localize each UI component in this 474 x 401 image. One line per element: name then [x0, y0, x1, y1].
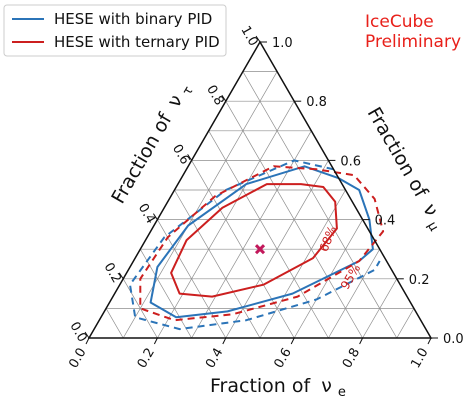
tick-label-bottom: 0.2	[135, 346, 158, 371]
legend-label-ternary: HESE with ternary PID	[54, 33, 220, 51]
axis-label-right-symbol: ν	[418, 200, 442, 220]
best-fit-x	[254, 244, 266, 255]
tick-bottom	[359, 337, 364, 345]
tick-marks	[84, 35, 438, 345]
contour-ternary-95	[139, 165, 385, 322]
grid-line-nue	[396, 308, 415, 339]
contour-binary-95	[129, 159, 381, 331]
contours	[129, 159, 385, 331]
tick-label-right: 0.0	[443, 332, 464, 347]
tick-label-right: 1.0	[272, 36, 293, 51]
tick-label-bottom: 0.0	[66, 346, 89, 371]
tick-bottom	[222, 337, 227, 345]
axis-label-right: Fraction of ν μ	[360, 104, 450, 234]
triangle-outline	[87, 40, 433, 339]
axis-label-right-sub: μ	[424, 219, 441, 234]
tick-label-left: 0.4	[135, 201, 158, 226]
tick-bottom	[153, 337, 158, 345]
tick-label-left: 0.6	[169, 142, 192, 167]
tick-label-bottom: 0.8	[340, 346, 363, 371]
tick-left	[187, 154, 193, 161]
legend-box	[3, 4, 227, 57]
tick-bottom	[290, 337, 295, 345]
grid-line-numu	[208, 130, 329, 339]
grid-line-nue	[328, 249, 381, 339]
tick-left	[84, 331, 90, 339]
grid-line-numu	[242, 71, 398, 339]
tick-label-bottom: 0.4	[203, 346, 226, 371]
triangle-frame	[87, 40, 433, 339]
best-fit-marker	[254, 244, 266, 255]
contour-ternary-68	[170, 183, 338, 298]
grid-line-numu	[174, 189, 261, 339]
contour-binary-68	[149, 165, 374, 319]
axis-label-bottom-symbol: ν	[321, 375, 332, 397]
tick-label-bottom: 0.6	[272, 346, 295, 371]
axis-label-right-text: Fraction of	[363, 104, 433, 203]
tick-label-right: 0.6	[340, 154, 361, 169]
tick-label-bottom: 1.0	[408, 346, 431, 371]
grid-line-numu	[157, 219, 227, 339]
tick-left	[255, 35, 261, 43]
watermark: IceCube Preliminary	[365, 12, 461, 52]
legend-label-binary: HESE with binary PID	[54, 10, 212, 28]
grid-line-nue	[122, 71, 278, 339]
tick-left	[118, 272, 124, 280]
tick-label-left: 0.8	[203, 83, 226, 108]
tick-label-left: 0.2	[101, 260, 124, 285]
tick-bottom	[427, 337, 432, 345]
legend: HESE with binary PID HESE with ternary P…	[3, 4, 227, 57]
watermark-line2: Preliminary	[365, 32, 461, 52]
axis-label-bottom-text: Fraction of	[210, 375, 312, 397]
axis-label-left-sub: τ	[180, 84, 197, 98]
tick-label-left: 1.0	[237, 24, 260, 49]
axis-label-left-text: Fraction of	[107, 109, 177, 208]
grid-line-numu	[139, 249, 192, 339]
tick-label-right: 0.4	[375, 214, 396, 229]
tick-left	[221, 94, 227, 102]
watermark-line1: IceCube	[365, 12, 434, 32]
tick-label-right: 0.2	[409, 273, 430, 288]
tick-left	[152, 213, 158, 220]
grid-line-nue	[362, 278, 398, 339]
grid-line-nue	[191, 130, 312, 339]
axis-label-bottom-sub: e	[338, 385, 346, 400]
tick-bottom	[85, 337, 90, 345]
tick-label-left: 0.0	[66, 320, 89, 345]
tick-label-right: 0.8	[306, 95, 327, 110]
grid-line-numu	[122, 278, 158, 339]
contour-labels: 68%95%	[317, 224, 364, 292]
grid-line-numu	[105, 308, 124, 339]
axis-label-bottom: Fraction of ν e	[210, 375, 346, 400]
